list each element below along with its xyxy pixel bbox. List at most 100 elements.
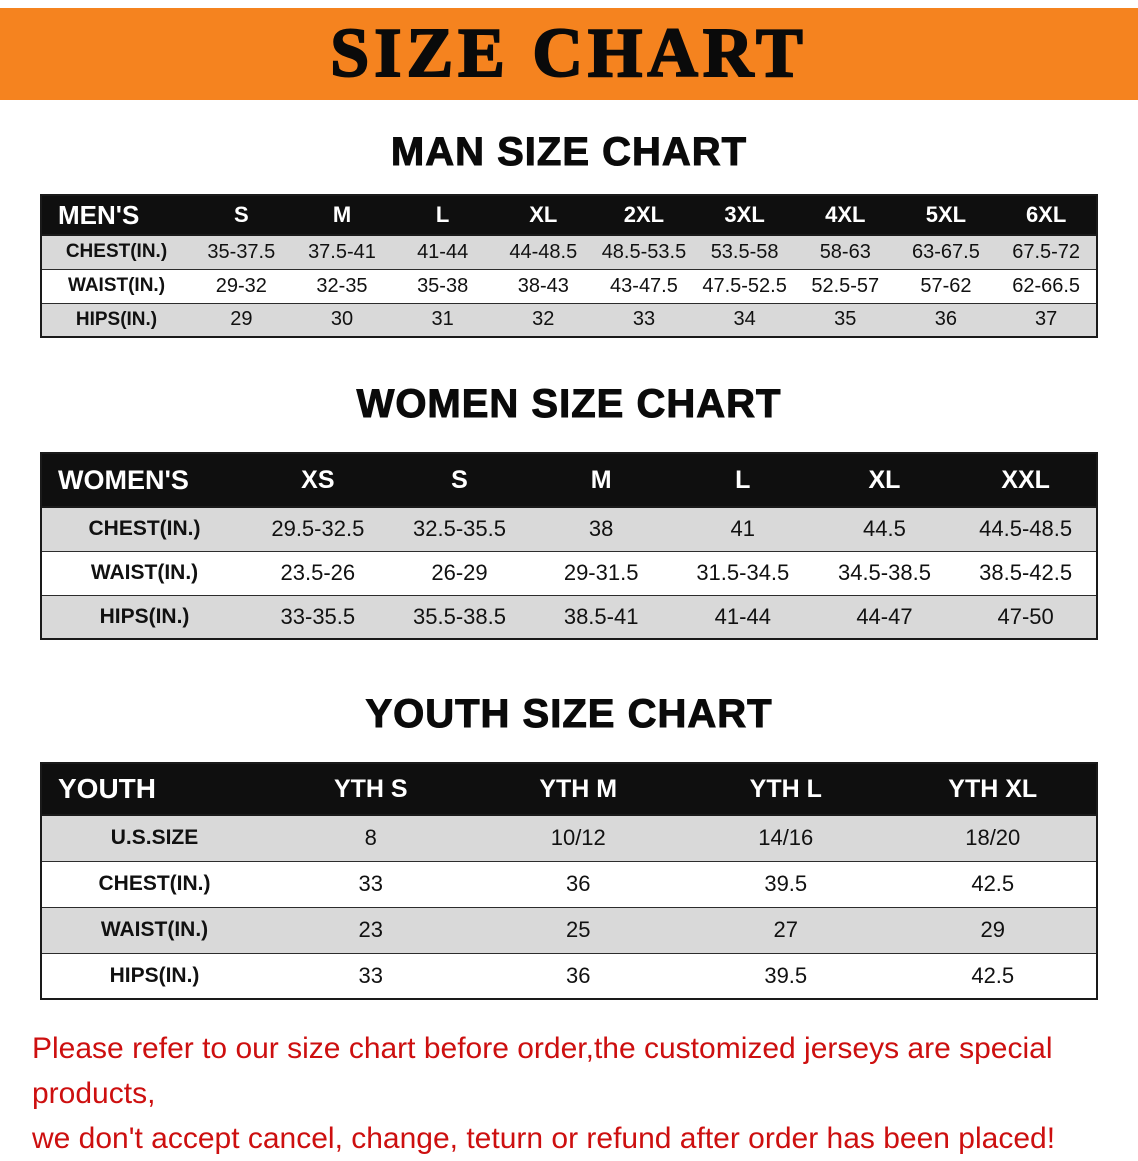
youth-section-heading: YOUTH SIZE CHART bbox=[365, 692, 773, 737]
measurement-value-cell: 30 bbox=[330, 308, 354, 331]
measurement-label-cell: WAIST(IN.) bbox=[100, 918, 209, 941]
measurement-label-cell: HIPS(IN.) bbox=[109, 963, 200, 987]
measurement-value-cell: 37.5-41 bbox=[308, 240, 376, 263]
size-column-header-cell: YTH L bbox=[682, 763, 890, 815]
measurement-value-cell: 58-63 bbox=[819, 240, 871, 263]
measurement-value-cell: 42.5 bbox=[971, 962, 1015, 988]
measurement-row: CHEST(IN.) 35-37.5 37.5-41 41-44 44-48.5 48.5… bbox=[41, 235, 1097, 269]
measurement-value-cell: 31 bbox=[431, 308, 454, 331]
measurement-value-cell: 34.5-38.5 bbox=[837, 560, 931, 585]
measurement-value-cell: 37 bbox=[1035, 308, 1058, 331]
measurement-value-cell: 14/16 bbox=[758, 825, 814, 851]
measurement-value-cell: 33 bbox=[632, 308, 656, 331]
measurement-value-cell: 62-66.5 bbox=[1012, 274, 1081, 297]
measurement-value-cell: 39.5 bbox=[764, 871, 808, 896]
measurement-row: U.S.SIZE 8 10/12 14/16 18/20 bbox=[41, 815, 1097, 861]
measurement-value-cell: 23.5-26 bbox=[280, 560, 356, 585]
measurement-value-cell: 32.5-35.5 bbox=[413, 516, 506, 542]
measurement-row: WAIST(IN.) 23 25 27 29 bbox=[41, 907, 1097, 953]
size-column-header-cell: YTH M bbox=[474, 763, 682, 815]
disclaimer-line-2: we don't accept cancel, change, teturn o… bbox=[32, 1122, 1056, 1155]
measurement-value-cell: 41 bbox=[730, 516, 756, 542]
women-size-table: WOMEN'S XS S M L XL XXL CHEST(IN.) 29.5-32.5 32.5… bbox=[40, 452, 1098, 640]
measurement-value-cell: 33-35.5 bbox=[280, 603, 356, 629]
size-table-header-row: WOMEN'S XS S M L XL XXL bbox=[41, 453, 1097, 507]
size-column-header-cell: L bbox=[392, 195, 493, 235]
measurement-value-cell: 10/12 bbox=[550, 825, 606, 851]
size-column-header-cell: M bbox=[530, 453, 672, 507]
measurement-row: WAIST(IN.) 29-32 32-35 35-38 38-43 43-47.5 47.… bbox=[41, 269, 1097, 303]
measurement-value-cell: 44.5 bbox=[863, 516, 906, 542]
size-column-header-cell: 3XL bbox=[694, 195, 795, 235]
measurement-value-cell: 29 bbox=[980, 917, 1005, 942]
measurement-value-cell: 32 bbox=[532, 308, 555, 331]
measurement-value-cell: 34 bbox=[733, 308, 756, 331]
measurement-row: CHEST(IN.) 29.5-32.5 32.5-35.5 38 41 44.5 44.5… bbox=[41, 507, 1097, 551]
measurement-value-cell: 53.5-58 bbox=[710, 240, 779, 263]
size-column-header-cell: XXL bbox=[955, 453, 1097, 507]
size-column-header-cell: L bbox=[671, 453, 814, 507]
size-column-header-cell: S bbox=[191, 195, 292, 235]
women-section-heading: WOMEN SIZE CHART bbox=[356, 382, 782, 427]
size-column-header-cell: 2XL bbox=[593, 195, 695, 235]
measurement-value-cell: 67.5-72 bbox=[1012, 240, 1081, 263]
measurement-label-cell: HIPS(IN.) bbox=[99, 604, 190, 628]
men-section-heading: MAN SIZE CHART bbox=[390, 130, 748, 175]
measurement-row: HIPS(IN.) 33 36 39.5 42.5 bbox=[41, 953, 1097, 999]
women-size-section: WOMEN SIZE CHART WOMEN'S XS S M L XL XXL CHEST(… bbox=[0, 382, 1138, 640]
measurement-value-cell: 44-48.5 bbox=[509, 240, 578, 263]
size-table-header-row: YOUTH YTH S YTH M YTH L YTH XL bbox=[41, 763, 1097, 815]
measurement-row: HIPS(IN.) 29 30 31 32 33 34 35 36 37 bbox=[41, 303, 1097, 337]
measurement-label-cell: HIPS(IN.) bbox=[75, 308, 158, 330]
measurement-value-cell: 57-62 bbox=[920, 274, 972, 297]
size-table-header-row: MEN'S S M L XL 2XL 3XL 4XL 5XL 6XL bbox=[41, 195, 1097, 235]
disclaimer-line-1: Please refer to our size chart before or… bbox=[32, 1032, 1053, 1110]
banner-title: SIZE CHART bbox=[329, 14, 808, 93]
youth-size-section: YOUTH SIZE CHART YOUTH YTH S YTH M YTH L YTH… bbox=[0, 692, 1138, 1000]
size-column-header-cell: 5XL bbox=[895, 195, 997, 235]
measurement-value-cell: 33 bbox=[358, 962, 383, 988]
size-column-header-cell: XL bbox=[492, 195, 594, 235]
measurement-label-cell: CHEST(IN.) bbox=[98, 872, 211, 895]
measurement-value-cell: 33 bbox=[358, 871, 383, 896]
size-column-header-cell: YTH XL bbox=[889, 763, 1097, 815]
measurement-label-cell: CHEST(IN.) bbox=[88, 517, 201, 541]
measurement-value-cell: 8 bbox=[364, 825, 377, 851]
measurement-label-cell: U.S.SIZE bbox=[110, 826, 199, 850]
disclaimer-note: Please refer to our size chart before or… bbox=[32, 1026, 1098, 1161]
measurement-label-cell: WAIST(IN.) bbox=[90, 561, 199, 584]
measurement-value-cell: 41-44 bbox=[417, 240, 469, 263]
table-title-cell: WOMEN'S bbox=[41, 453, 247, 507]
measurement-value-cell: 38.5-42.5 bbox=[979, 560, 1073, 585]
measurement-value-cell: 43-47.5 bbox=[610, 274, 678, 297]
measurement-value-cell: 44-47 bbox=[856, 603, 913, 629]
measurement-value-cell: 38-43 bbox=[517, 274, 569, 297]
size-column-header-cell: YTH S bbox=[267, 763, 475, 815]
size-column-header-cell: 6XL bbox=[996, 195, 1097, 235]
measurement-value-cell: 36 bbox=[934, 308, 958, 331]
measurement-row: WAIST(IN.) 23.5-26 26-29 29-31.5 31.5-34.5 34… bbox=[41, 551, 1097, 595]
table-title-cell: YOUTH bbox=[41, 763, 267, 815]
measurement-value-cell: 47.5-52.5 bbox=[702, 274, 787, 297]
measurement-value-cell: 52.5-57 bbox=[811, 274, 880, 297]
measurement-value-cell: 38 bbox=[588, 516, 614, 542]
measurement-value-cell: 29 bbox=[230, 308, 253, 331]
measurement-value-cell: 26-29 bbox=[431, 560, 488, 585]
size-chart-banner: SIZE CHART bbox=[0, 8, 1138, 100]
measurement-value-cell: 38.5-41 bbox=[563, 603, 639, 629]
size-column-header-cell: S bbox=[388, 453, 531, 507]
measurement-value-cell: 18/20 bbox=[965, 825, 1021, 851]
men-size-section: MAN SIZE CHART MEN'S S M L XL 2XL 3XL 4XL 5XL 6XL… bbox=[0, 130, 1138, 338]
measurement-value-cell: 48.5-53.5 bbox=[601, 240, 687, 263]
table-title-cell: MEN'S bbox=[41, 195, 191, 235]
measurement-value-cell: 31.5-34.5 bbox=[696, 560, 790, 585]
measurement-value-cell: 63-67.5 bbox=[912, 240, 980, 263]
measurement-label-cell: WAIST(IN.) bbox=[67, 275, 166, 296]
measurement-value-cell: 44.5-48.5 bbox=[979, 516, 1073, 542]
measurement-value-cell: 29-31.5 bbox=[563, 560, 639, 585]
size-column-header-cell: XL bbox=[813, 453, 956, 507]
measurement-value-cell: 35 bbox=[834, 308, 857, 331]
measurement-row: CHEST(IN.) 33 36 39.5 42.5 bbox=[41, 861, 1097, 907]
measurement-value-cell: 42.5 bbox=[971, 871, 1015, 896]
measurement-value-cell: 36 bbox=[566, 962, 591, 988]
